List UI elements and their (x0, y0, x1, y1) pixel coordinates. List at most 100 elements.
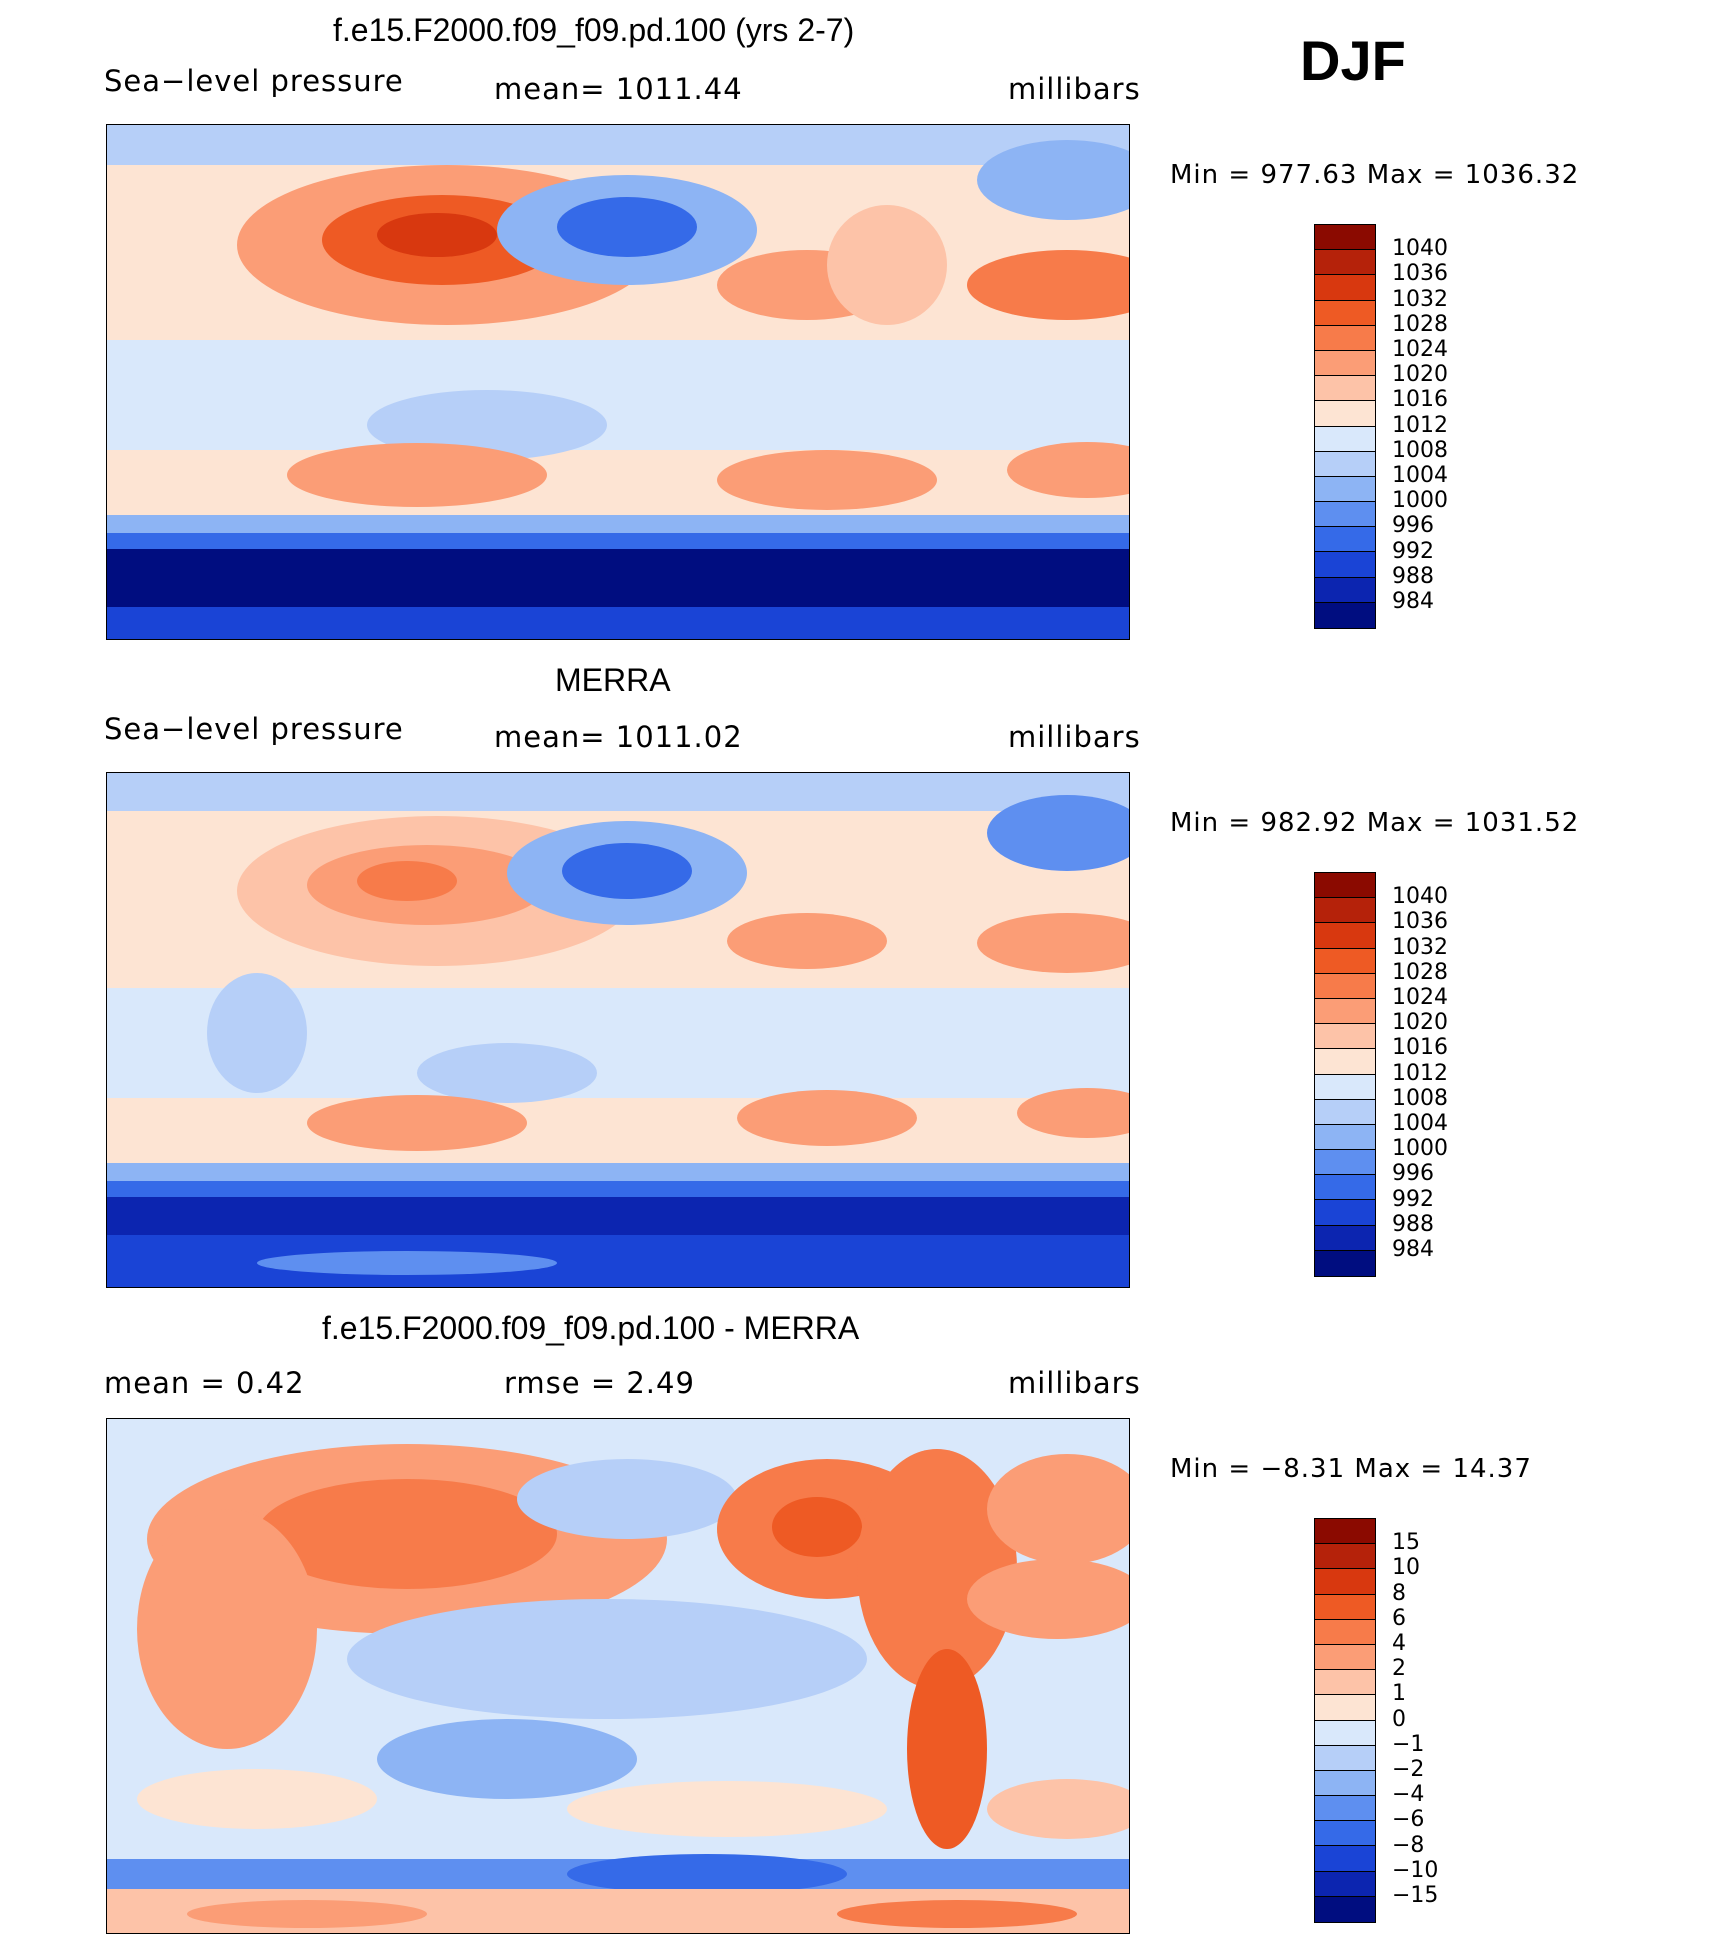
panel-2-colorbar-tick-label: 1040 (1392, 884, 1448, 910)
panel-1-colorbar-swatch (1315, 325, 1375, 351)
panel-3-colorbar-tick-label: −4 (1392, 1782, 1425, 1808)
panel-3-colorbar-tick-label: −1 (1392, 1731, 1425, 1757)
panel-1-colorbar-swatch (1315, 451, 1375, 477)
panel-2-colorbar-swatch (1315, 1124, 1375, 1151)
panel-1-colorbar-swatch (1315, 300, 1375, 326)
panel-2-title: MERRA (555, 662, 671, 698)
panel-2-colorbar-swatch (1315, 1074, 1375, 1100)
panel-1-colorbar-swatch (1315, 552, 1375, 578)
panel-3-rmse-label: rmse = 2.49 (504, 1366, 695, 1400)
panel-1-colorbar-swatch (1315, 350, 1375, 377)
panel-1-colorbar-tick-label: 1008 (1392, 437, 1448, 463)
panel-3-colorbar-swatch (1315, 1644, 1375, 1671)
panel-2-colorbar-tick-label: 996 (1392, 1161, 1434, 1187)
panel-1-colorbar-swatch (1315, 502, 1375, 528)
panel-3-colorbar-tick-label: 6 (1392, 1605, 1406, 1631)
panel-3-colorbar-tick-label: −15 (1392, 1883, 1439, 1908)
panel-2-contour-field (107, 773, 1129, 1287)
panel-3-colorbar-tick-label: 8 (1392, 1580, 1406, 1606)
panel-3-colorbar (1314, 1518, 1376, 1923)
panel-3-minmax: Min = −8.31 Max = 14.37 (1170, 1454, 1532, 1484)
panel-1-colorbar-tick-label: 1016 (1392, 387, 1448, 413)
panel-1-colorbar-tick-label: 1000 (1392, 488, 1448, 514)
panel-2-minmax: Min = 982.92 Max = 1031.52 (1170, 808, 1580, 838)
panel-2-colorbar-swatch (1315, 1250, 1375, 1276)
panel-3-colorbar-tick-label: 1 (1392, 1681, 1406, 1707)
panel-3-colorbar-tick-label: 10 (1392, 1555, 1420, 1581)
panel-1-colorbar-swatch (1315, 527, 1375, 553)
panel-2-colorbar-swatch (1315, 1024, 1375, 1050)
panel-1-colorbar-tick-label: 1040 (1392, 236, 1448, 262)
panel-2-colorbar-tick-label: 1012 (1392, 1060, 1448, 1086)
panel-2-colorbar-tick-label: 1024 (1392, 985, 1448, 1010)
panel-3-colorbar-swatch (1315, 1720, 1375, 1746)
panel-2-map (106, 772, 1130, 1288)
panel-2-units-label: millibars (1008, 720, 1141, 754)
panel-3-colorbar-swatch (1315, 1594, 1375, 1620)
panel-2-colorbar-swatch (1315, 1200, 1375, 1226)
panel-3-colorbar-swatch (1315, 1796, 1375, 1822)
panel-3-map (106, 1418, 1130, 1934)
panel-1-colorbar-swatch (1315, 250, 1375, 276)
panel-1-minmax: Min = 977.63 Max = 1036.32 (1170, 160, 1580, 190)
panel-3-contour-field (107, 1419, 1129, 1933)
panel-2-colorbar-tick-label: 992 (1392, 1186, 1434, 1212)
panel-3-colorbar-tick-label: −2 (1392, 1757, 1425, 1782)
panel-2-colorbar-tick-label: 1028 (1392, 959, 1448, 985)
panel-2-colorbar-swatch (1315, 948, 1375, 974)
panel-1-colorbar-swatch (1315, 225, 1375, 251)
panel-1-mean-label: mean= 1011.44 (494, 72, 743, 106)
panel-2-colorbar-tick-label: 1008 (1392, 1085, 1448, 1111)
panel-2-colorbar-swatch (1315, 1099, 1375, 1125)
panel-3-colorbar-tick-label: 2 (1392, 1656, 1406, 1682)
panel-3-units-label: millibars (1008, 1366, 1141, 1400)
panel-1-colorbar-tick-label: 1036 (1392, 261, 1448, 287)
panel-1-colorbar-swatch (1315, 376, 1375, 402)
panel-2-colorbar-swatch (1315, 1175, 1375, 1201)
panel-2-colorbar-swatch (1315, 973, 1375, 999)
panel-1-variable-label: Sea−level pressure (104, 64, 404, 98)
panel-1-colorbar-swatch (1315, 577, 1375, 603)
panel-3-colorbar-tick-label: 15 (1392, 1530, 1420, 1556)
panel-3-colorbar-swatch (1315, 1846, 1375, 1872)
panel-3-colorbar-swatch (1315, 1569, 1375, 1595)
panel-1-colorbar-swatch (1315, 426, 1375, 452)
panel-2-colorbar-tick-label: 1032 (1392, 934, 1448, 960)
season-label: DJF (1300, 29, 1406, 92)
panel-1-colorbar-swatch (1315, 275, 1375, 301)
panel-3-colorbar-swatch (1315, 1896, 1375, 1922)
panel-1-colorbar-tick-label: 1032 (1392, 286, 1448, 312)
panel-2-colorbar-tick-label: 984 (1392, 1237, 1434, 1262)
panel-3-colorbar-swatch (1315, 1871, 1375, 1897)
panel-2-colorbar-swatch (1315, 1150, 1375, 1176)
panel-1-colorbar-tick-label: 1024 (1392, 337, 1448, 362)
panel-3-colorbar-tick-label: −6 (1392, 1807, 1425, 1833)
panel-2-colorbar-tick-label: 988 (1392, 1211, 1434, 1237)
panel-2-colorbar-swatch (1315, 1225, 1375, 1251)
panel-1-contour-field (107, 125, 1129, 639)
panel-2-colorbar-swatch (1315, 898, 1375, 924)
panel-1-colorbar-swatch (1315, 476, 1375, 503)
panel-1-colorbar-tick-label: 992 (1392, 538, 1434, 564)
panel-1-colorbar-tick-label: 1004 (1392, 463, 1448, 488)
panel-1-colorbar-swatch (1315, 401, 1375, 427)
panel-1-units-label: millibars (1008, 72, 1141, 106)
panel-2-colorbar (1314, 872, 1376, 1277)
panel-2-colorbar-tick-label: 1036 (1392, 909, 1448, 935)
panel-3-colorbar-swatch (1315, 1745, 1375, 1771)
panel-1-colorbar-tick-label: 1012 (1392, 412, 1448, 438)
panel-3-title: f.e15.F2000.f09_f09.pd.100 - MERRA (322, 1310, 860, 1346)
panel-2-colorbar-tick-label: 1020 (1392, 1010, 1448, 1036)
panel-3-colorbar-swatch (1315, 1670, 1375, 1696)
panel-2-mean-label: mean= 1011.02 (494, 720, 743, 754)
panel-1-colorbar-tick-label: 996 (1392, 513, 1434, 539)
panel-3-colorbar-swatch (1315, 1821, 1375, 1847)
panel-1-colorbar-tick-label: 1020 (1392, 362, 1448, 388)
panel-2-colorbar-tick-label: 1000 (1392, 1136, 1448, 1162)
panel-1-colorbar-tick-label: 1028 (1392, 311, 1448, 337)
panel-1-colorbar-swatch (1315, 602, 1375, 628)
panel-2-colorbar-swatch (1315, 1049, 1375, 1075)
panel-1-colorbar-tick-label: 988 (1392, 563, 1434, 589)
panel-3-colorbar-swatch (1315, 1770, 1375, 1797)
panel-3-colorbar-tick-label: −10 (1392, 1857, 1439, 1883)
